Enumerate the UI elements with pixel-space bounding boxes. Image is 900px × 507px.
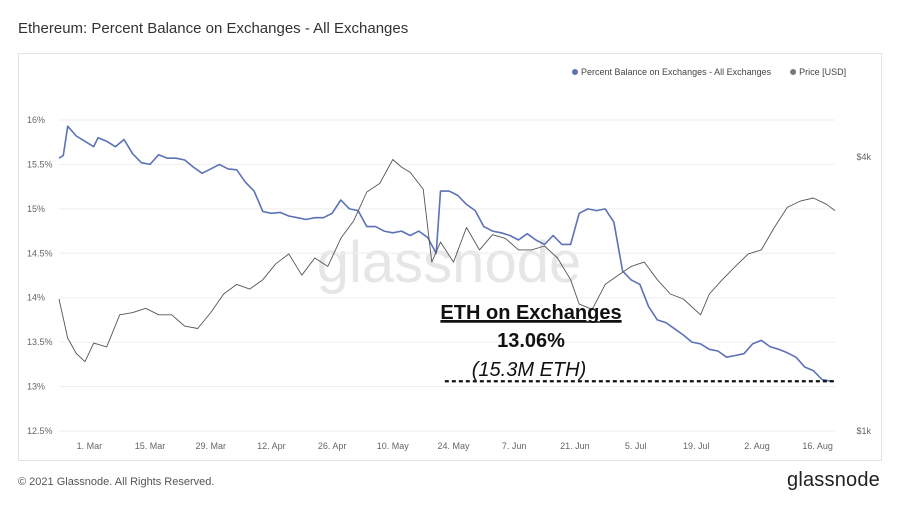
x-tick-label: 10. May <box>377 441 410 451</box>
chart-frame: glassnode 12.5% 13% 13.5% 14% 14.5% 15% 15.5% 16… <box>18 53 882 461</box>
x-tick-label: 1. Mar <box>77 441 103 451</box>
legend-item-balance: Percent Balance on Exchanges - All Excha… <box>572 67 772 77</box>
copyright-text: © 2021 Glassnode. All Rights Reserved. <box>18 476 215 488</box>
annotation-detail: (15.3M ETH) <box>472 359 586 381</box>
y-tick-label: 14% <box>27 293 45 303</box>
x-tick-label: 7. Jun <box>502 441 527 451</box>
legend-label: Price [USD] <box>799 67 846 77</box>
x-tick-label: 19. Jul <box>683 441 710 451</box>
x-tick-label: 2. Aug <box>744 441 770 451</box>
brand-logo[interactable]: glassnode <box>787 469 880 491</box>
y-tick-label: 13.5% <box>27 337 53 347</box>
balance-series-line <box>58 125 831 382</box>
x-tick-label: 24. May <box>437 441 470 451</box>
page-title: Ethereum: Percent Balance on Exchanges -… <box>18 20 409 37</box>
y-right-tick-label: $4k <box>856 152 871 162</box>
watermark-text: glassnode <box>317 230 581 295</box>
x-tick-label: 29. Mar <box>195 441 226 451</box>
y-right-tick-label: $1k <box>856 426 871 436</box>
x-tick-label: 15. Mar <box>135 441 166 451</box>
legend-marker <box>572 69 578 75</box>
x-tick-label: 16. Aug <box>802 441 833 451</box>
price-series-line <box>58 159 836 363</box>
y-tick-label: 13% <box>27 382 45 392</box>
x-tick-label: 5. Jul <box>625 441 647 451</box>
annotation-value: 13.06% <box>497 330 565 352</box>
chart-canvas: glassnode 12.5% 13% 13.5% 14% 14.5% 15% 15.5% 16… <box>27 67 871 451</box>
legend-label: Percent Balance on Exchanges - All Excha… <box>581 67 772 77</box>
y-tick-label: 14.5% <box>27 248 53 258</box>
legend-item-price: Price [USD] <box>790 67 846 77</box>
y-tick-label: 16% <box>27 115 45 125</box>
y-tick-label: 15.5% <box>27 159 53 169</box>
y-tick-label: 12.5% <box>27 426 53 436</box>
x-tick-label: 12. Apr <box>257 441 286 451</box>
annotation-headline: ETH on Exchanges <box>440 302 621 324</box>
legend-marker <box>790 69 797 75</box>
x-tick-label: 21. Jun <box>560 441 590 451</box>
x-tick-label: 26. Apr <box>318 441 347 451</box>
y-tick-label: 15% <box>27 204 45 214</box>
